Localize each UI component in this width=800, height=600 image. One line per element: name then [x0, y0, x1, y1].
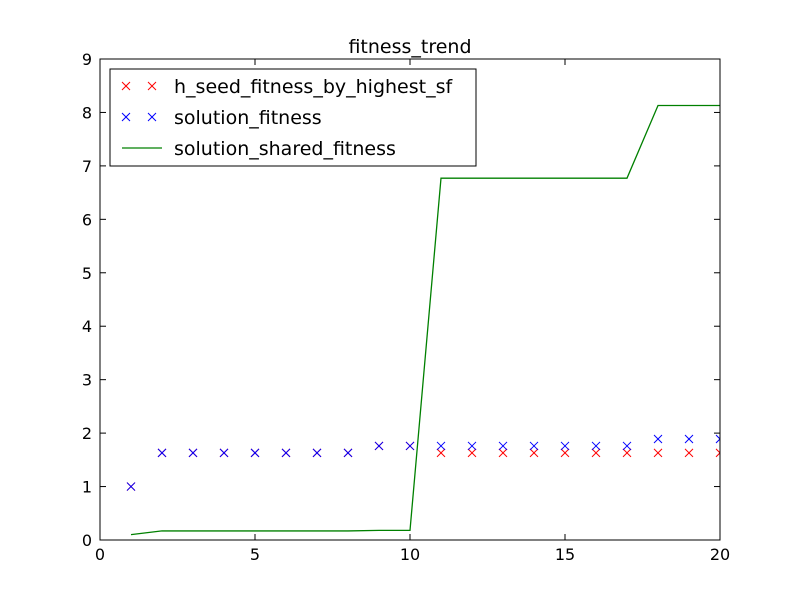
series-1-point-stroke-b: [436, 441, 446, 451]
legend: h_seed_fitness_by_highest_sf solution_fit…: [109, 68, 477, 167]
y-tick-label-8: 8: [82, 103, 92, 122]
legend-entry-1: solution_fitness: [121, 107, 322, 129]
series-1-point-stroke-b: [405, 441, 415, 451]
series-0-point-stroke-b: [653, 448, 663, 458]
x-tick-label-1: 5: [250, 545, 260, 564]
series-1-point-stroke-b: [622, 441, 632, 451]
legend-entry-2: solution_shared_fitness: [122, 138, 396, 160]
series-1-point-stroke-b: [188, 448, 198, 458]
plot-area: [126, 104, 720, 536]
y-tick-label-4: 4: [82, 317, 92, 336]
series-1-point-0: [126, 482, 136, 491]
series-0-point-stroke-b: [715, 452, 720, 458]
series-1-point-11: [467, 441, 477, 451]
legend-swatch-1-0b: [121, 112, 131, 122]
legend-swatch-1-1b: [147, 112, 157, 122]
y-tick-label-3: 3: [82, 371, 92, 390]
series-0-point-stroke-b: [436, 448, 446, 458]
y-tick-label-0: 0: [82, 531, 92, 550]
series-1-point-stroke-b: [343, 448, 353, 458]
series-1-point-stroke-b: [157, 448, 167, 458]
legend-label-0: h_seed_fitness_by_highest_sf: [174, 76, 453, 98]
y-tick-label-6: 6: [82, 210, 92, 229]
series-0-point-stroke-b: [467, 448, 477, 458]
series-0-point-15: [591, 448, 601, 458]
series-0-point-stroke-b: [622, 448, 632, 458]
series-0-point-17: [653, 448, 663, 458]
series-1-point-6: [312, 448, 322, 458]
series-1-point-12: [498, 441, 508, 451]
series-1-point-stroke-b: [653, 434, 663, 444]
legend-swatch-0-1b: [147, 81, 157, 91]
y-tick-label-7: 7: [82, 157, 92, 176]
series-1-point-stroke-b: [529, 441, 539, 451]
series-1-point-5: [281, 448, 291, 458]
series-1-point-1: [157, 448, 167, 458]
legend-swatch-0-0b: [121, 81, 131, 91]
legend-label-1: solution_fitness: [174, 107, 322, 129]
series-0-point-19: [715, 448, 720, 458]
axes: 0 5 10 15 20 0 1 2 3 4 5 6 7 8 9: [82, 50, 730, 564]
y-tick-label-2: 2: [82, 424, 92, 443]
series-0-point-stroke-b: [529, 448, 539, 458]
series-1-point-stroke-b: [684, 434, 694, 444]
series-1-point-16: [622, 441, 632, 451]
series-0-point-12: [498, 448, 508, 458]
series-1-point-stroke-b: [374, 441, 384, 451]
series-1-point-stroke-b: [591, 441, 601, 451]
series-1-point-18: [684, 434, 694, 444]
legend-label-2: solution_shared_fitness: [174, 138, 396, 160]
x-tick-label-2: 10: [400, 545, 420, 564]
series-1-point-10: [436, 441, 446, 451]
series-1-point-stroke-a: [715, 434, 720, 440]
x-tick-label-0: 0: [95, 545, 105, 564]
legend-entry-0: h_seed_fitness_by_highest_sf: [121, 76, 453, 98]
series-0-point-18: [684, 448, 694, 458]
series-1-point-stroke-b: [281, 448, 291, 458]
series-0-point-16: [622, 448, 632, 458]
series-1-point-19: [715, 434, 720, 444]
x-tick-label-4: 20: [710, 545, 730, 564]
y-tick-label-5: 5: [82, 264, 92, 283]
y-tick-label-1: 1: [82, 478, 92, 497]
series-0-point-10: [436, 448, 446, 458]
series-1-point-stroke-b: [715, 438, 720, 444]
series-1-point-stroke-b: [219, 448, 229, 458]
y-tick-label-9: 9: [82, 50, 92, 69]
series-1-point-15: [591, 441, 601, 451]
series-0-point-stroke-b: [560, 448, 570, 458]
series-1-point-stroke-b: [498, 441, 508, 451]
series-0-point-13: [529, 448, 539, 458]
series-1-point-stroke-b: [560, 441, 570, 451]
series-1-point-9: [405, 441, 415, 451]
series-0-point-stroke-b: [684, 448, 694, 458]
series-0-point-stroke-b: [498, 448, 508, 458]
series-0-point-14: [560, 448, 570, 458]
series-0-point-stroke-b: [591, 448, 601, 458]
series-1-point-stroke-b: [126, 482, 136, 491]
series-1-point-4: [250, 448, 260, 458]
series-1-point-7: [343, 448, 353, 458]
chart-title: fitness_trend: [348, 36, 471, 58]
legend-box: [109, 68, 477, 167]
series-1-point-2: [188, 448, 198, 458]
series-1-point-stroke-b: [467, 441, 477, 451]
series-1-point-14: [560, 441, 570, 451]
series-0-point-11: [467, 448, 477, 458]
series-1-point-17: [653, 434, 663, 444]
series-1-point-stroke-b: [312, 448, 322, 458]
x-tick-label-3: 15: [555, 545, 575, 564]
series-1-point-8: [374, 441, 384, 451]
series-2-line: [130, 104, 720, 536]
plot-data: [126, 104, 720, 536]
series-1-point-3: [219, 448, 229, 458]
series-1-point-stroke-b: [250, 448, 260, 458]
series-1-point-13: [529, 441, 539, 451]
series-0-point-stroke-a: [715, 448, 720, 454]
